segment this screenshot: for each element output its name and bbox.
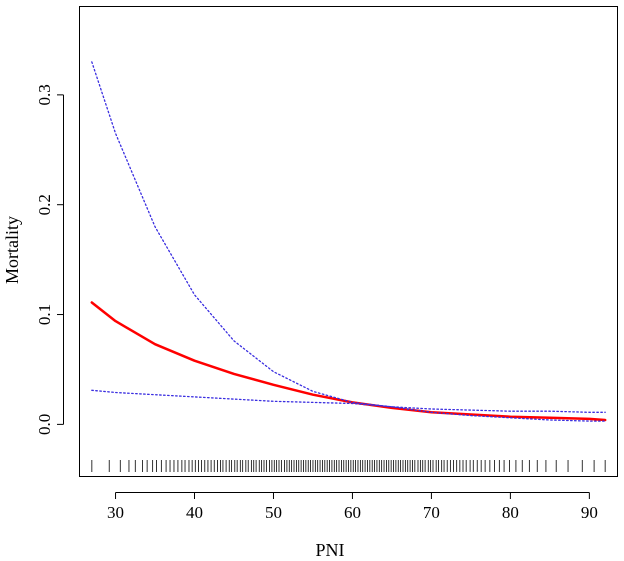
lower-line bbox=[91, 389, 606, 422]
estimate-line bbox=[90, 301, 607, 422]
x-tick-label: 50 bbox=[265, 503, 282, 522]
x-tick-label: 80 bbox=[502, 503, 519, 522]
y-tick-label: 0.0 bbox=[35, 414, 54, 435]
rug-plot bbox=[91, 460, 606, 472]
x-tick-label: 90 bbox=[581, 503, 598, 522]
y-tick-label: 0.3 bbox=[35, 84, 54, 105]
plot-frame bbox=[79, 6, 618, 477]
series-layer bbox=[90, 61, 607, 422]
x-tick-label: 40 bbox=[186, 503, 203, 522]
y-tick-label: 0.2 bbox=[35, 194, 54, 215]
y-axis-title: Mortality bbox=[2, 216, 22, 284]
x-tick-label: 60 bbox=[344, 503, 361, 522]
x-tick-label: 30 bbox=[107, 503, 124, 522]
x-tick-label: 70 bbox=[423, 503, 440, 522]
y-tick-label: 0.1 bbox=[35, 304, 54, 325]
upper-line bbox=[91, 61, 606, 413]
x-axis-title: PNI bbox=[315, 540, 344, 560]
x-axis: 30 40 50 60 70 80 90 bbox=[107, 492, 598, 522]
y-axis: 0.0 0.1 0.2 0.3 bbox=[35, 84, 64, 435]
